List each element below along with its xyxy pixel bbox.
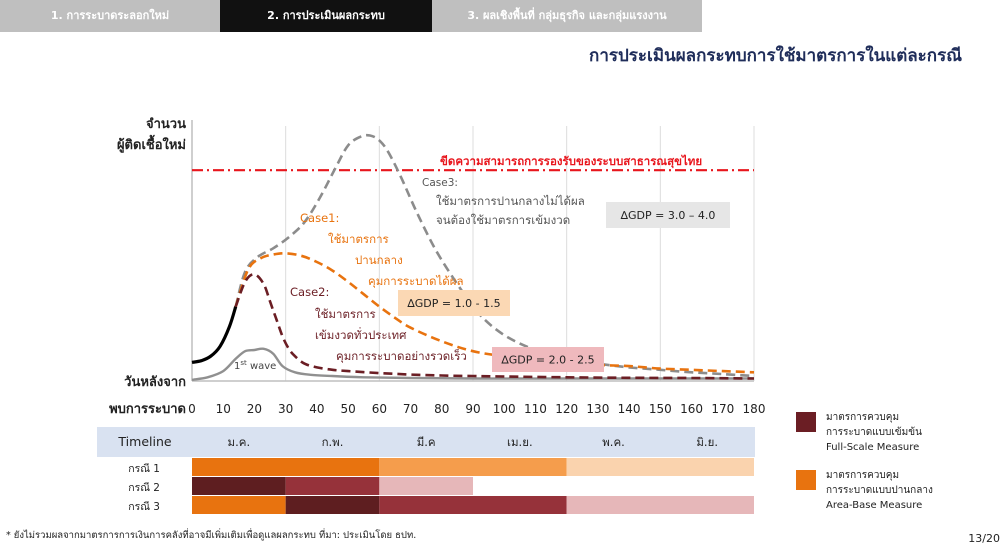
tab-new-outbreak[interactable]: 1. การระบาดระลอกใหม่ bbox=[0, 0, 220, 32]
timeline-label: Timeline bbox=[117, 434, 171, 449]
timeline-case1-segment-2 bbox=[379, 458, 567, 476]
gdp-box-case1 bbox=[398, 290, 510, 316]
timeline-month-1: ม.ค. bbox=[228, 435, 251, 449]
y-axis-label-line-2: ผู้ติดเชื้อใหม่ bbox=[117, 134, 186, 153]
case1-line-2: ปานกลาง bbox=[355, 253, 403, 267]
page-number: 13/20 bbox=[968, 532, 1000, 545]
timeline-case-label-2: กรณี 2 bbox=[128, 481, 160, 494]
x-tick-label-90: 90 bbox=[465, 402, 480, 416]
x-tick-label-180: 180 bbox=[743, 402, 766, 416]
timeline-case2-segment-2 bbox=[285, 477, 380, 495]
x-axis-label-line-1: วันหลังจาก bbox=[124, 375, 186, 390]
series-line-1st-wave bbox=[191, 347, 754, 381]
x-tick-label-170: 170 bbox=[711, 402, 734, 416]
timeline-month-4: เม.ย. bbox=[507, 435, 533, 449]
x-axis-label-line-2: พบการระบาด bbox=[109, 402, 186, 417]
legend-area-base-line-1: มาตรการควบคุม bbox=[826, 470, 900, 481]
timeline-case2-segment-1 bbox=[192, 477, 286, 495]
legend-area-base-line-2: การระบาดแบบปานกลาง bbox=[826, 485, 933, 496]
x-tick-label-160: 160 bbox=[680, 402, 703, 416]
case2-title: Case2: bbox=[290, 285, 329, 299]
timeline-month-2: ก.พ. bbox=[322, 435, 344, 449]
case1-line-3: คุมการระบาดได้ผล bbox=[368, 274, 464, 288]
case3-line-2: จนต้องใช้มาตรการเข้มงวด bbox=[436, 213, 570, 227]
x-tick-label-70: 70 bbox=[403, 402, 418, 416]
legend-swatch-full-scale bbox=[796, 412, 816, 432]
x-tick-label-0: 0 bbox=[188, 402, 196, 416]
legend-area-base-line-3: Area-Base Measure bbox=[826, 500, 923, 511]
timeline-case-label-1: กรณี 1 bbox=[128, 462, 160, 475]
series-line-case3 bbox=[234, 133, 755, 378]
tab-impact-assessment[interactable]: 2. การประเมินผลกระทบ bbox=[220, 0, 432, 32]
x-tick-label-150: 150 bbox=[649, 402, 672, 416]
x-tick-label-20: 20 bbox=[247, 402, 262, 416]
timeline-month-5: พ.ค. bbox=[602, 435, 625, 449]
gdp-box-case2 bbox=[492, 347, 604, 372]
timeline-month-6: มิ.ย. bbox=[696, 435, 718, 449]
case2-line-1: ใช้มาตรการ bbox=[315, 307, 376, 321]
first-wave-label: 1st wave bbox=[234, 359, 276, 372]
legend-full-scale-line-2: การระบาดแบบเข้มข้น bbox=[826, 427, 922, 438]
timeline-month-3: มี.ค bbox=[417, 435, 436, 449]
case2-line-2: เข้มงวดทั่วประเทศ bbox=[315, 327, 407, 342]
section-tabs: 1. การระบาดระลอกใหม่ 2. การประเมินผลกระท… bbox=[0, 0, 1000, 32]
series-line-case1 bbox=[234, 251, 755, 374]
timeline-case3-segment-1 bbox=[192, 496, 286, 514]
timeline-case-label-3: กรณี 3 bbox=[128, 500, 160, 513]
x-tick-label-100: 100 bbox=[493, 402, 516, 416]
legend-full-scale-line-1: มาตรการควบคุม bbox=[826, 412, 900, 423]
page-title: การประเมินผลกระทบการใช้มาตรการในแต่ละกรณ… bbox=[589, 46, 962, 66]
legend-full-scale-line-3: Full-Scale Measure bbox=[826, 442, 920, 453]
case3-line-1: ใช้มาตรการปานกลางไม่ได้ผล bbox=[436, 194, 585, 208]
timeline-case1-segment-3 bbox=[566, 458, 754, 476]
x-tick-label-10: 10 bbox=[216, 402, 231, 416]
timeline-case1-segment-1 bbox=[192, 458, 380, 476]
gdp-box-case3 bbox=[606, 202, 730, 228]
gdp-label-case2: ∆GDP = 2.0 - 2.5 bbox=[500, 354, 594, 367]
x-tick-label-140: 140 bbox=[618, 402, 641, 416]
gdp-label-case1: ∆GDP = 1.0 - 1.5 bbox=[406, 297, 500, 310]
legend-swatch-area-base bbox=[796, 470, 816, 490]
case2-line-3: คุมการระบาดอย่างรวดเร็ว bbox=[336, 348, 467, 363]
tab-regional-business-labor[interactable]: 3. ผลเชิงพื้นที่ กลุ่มธุรกิจ และกลุ่มแรง… bbox=[432, 0, 702, 32]
x-tick-label-110: 110 bbox=[524, 402, 547, 416]
series-line-initial-outbreak bbox=[191, 306, 238, 364]
gdp-label-case3: ∆GDP = 3.0 – 4.0 bbox=[620, 209, 716, 222]
timeline-case2-segment-3 bbox=[379, 477, 473, 495]
x-tick-label-30: 30 bbox=[278, 402, 293, 416]
timeline-case3-segment-2 bbox=[285, 496, 380, 514]
timeline-header bbox=[97, 427, 755, 457]
case1-title: Case1: bbox=[300, 211, 339, 225]
x-tick-label-130: 130 bbox=[586, 402, 609, 416]
timeline-case3-segment-3 bbox=[379, 496, 567, 514]
x-tick-label-60: 60 bbox=[372, 402, 387, 416]
capacity-label: ขีดความสามารถการรองรับของระบบสาธารณสุขไท… bbox=[440, 154, 702, 169]
x-tick-label-120: 120 bbox=[555, 402, 578, 416]
y-axis-label-line-1: จำนวน bbox=[146, 116, 186, 132]
case3-title: Case3: bbox=[422, 177, 458, 189]
x-tick-label-50: 50 bbox=[340, 402, 355, 416]
series-line-case2 bbox=[234, 273, 755, 380]
impact-chart: จำนวนผู้ติดเชื้อใหม่วันหลังจากพบการระบาด… bbox=[97, 116, 766, 514]
case1-line-1: ใช้มาตรการ bbox=[328, 232, 389, 246]
timeline-case3-segment-4 bbox=[566, 496, 754, 514]
x-tick-label-40: 40 bbox=[309, 402, 324, 416]
x-tick-label-80: 80 bbox=[434, 402, 449, 416]
footnote: * ยังไม่รวมผลจากมาตรการการเงินการคลังที่… bbox=[6, 530, 417, 541]
